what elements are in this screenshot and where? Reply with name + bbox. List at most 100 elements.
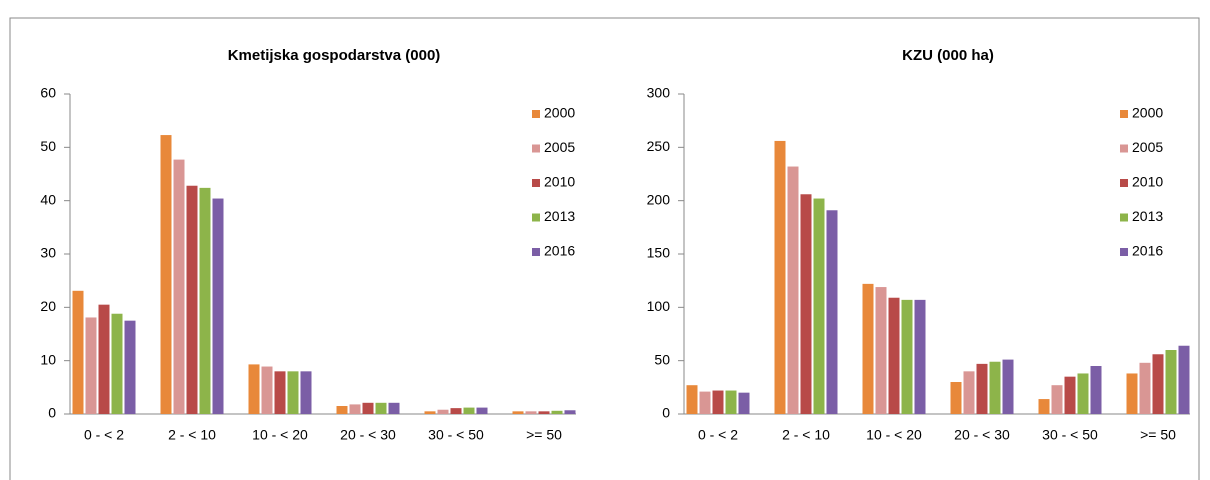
bar [774,140,786,414]
bar [72,290,84,414]
bar [336,406,348,414]
x-tick-label: 0 - < 2 [698,427,738,443]
bar [813,198,825,414]
x-tick-label: 30 - < 50 [428,427,484,443]
legend-label: 2010 [1132,174,1163,190]
bar [287,371,299,414]
bar [963,371,975,414]
y-tick-label: 0 [662,405,670,421]
bar [1178,345,1190,414]
bar [1051,385,1063,414]
bar [261,366,273,414]
bar [888,297,900,414]
bar [875,287,887,414]
y-tick-label: 100 [647,298,671,314]
bar [712,390,724,414]
legend-label: 2013 [1132,208,1163,224]
legend-label: 2000 [1132,105,1163,121]
legend-swatch [532,144,540,153]
chart-title: KZU (000 ha) [902,47,994,64]
bar [85,317,97,414]
x-tick-label: 20 - < 30 [954,427,1010,443]
bar [1002,359,1014,414]
bar [173,159,185,414]
bar [186,185,198,414]
legend-swatch [532,213,540,222]
bar [375,402,387,414]
bar [914,299,926,414]
bar [699,391,711,414]
bar [901,299,913,414]
bar [199,187,211,414]
bar [512,411,524,414]
y-tick-label: 30 [40,245,56,261]
legend-swatch [1120,248,1128,256]
y-tick-label: 20 [40,298,56,314]
legend-swatch [1120,213,1128,222]
bar [800,194,812,414]
x-tick-label: 20 - < 30 [340,427,396,443]
bar [1038,399,1050,414]
bar [388,402,400,414]
bar [1139,362,1151,414]
legend-swatch [532,110,540,118]
bar [686,385,698,414]
y-tick-label: 250 [647,138,671,154]
y-tick-label: 0 [48,405,56,421]
legend-label: 2016 [1132,243,1163,259]
bar [437,409,449,414]
y-tick-label: 60 [40,85,56,101]
bar [787,166,799,414]
bar [248,364,260,414]
legend-label: 2013 [544,208,575,224]
bar [160,135,172,415]
x-tick-label: 2 - < 10 [168,427,216,443]
bar [212,198,224,414]
bar [564,410,576,414]
bar [98,304,110,414]
bar [538,411,550,414]
x-tick-label: 0 - < 2 [84,427,124,443]
legend-label: 2010 [544,174,575,190]
bar [274,371,286,414]
bar [300,371,312,414]
bar [424,411,436,414]
y-tick-label: 150 [647,245,671,261]
y-tick-label: 200 [647,191,671,207]
y-tick-label: 10 [40,351,56,367]
bar [476,407,488,414]
legend-swatch [1120,144,1128,153]
y-tick-label: 300 [647,85,671,101]
bar [1064,376,1076,414]
legend-label: 2005 [1132,139,1163,155]
chart-title: Kmetijska gospodarstva (000) [228,47,441,64]
legend-label: 2016 [544,243,575,259]
legend-swatch [1120,179,1128,187]
bar [525,411,537,414]
x-tick-label: 30 - < 50 [1042,427,1098,443]
bar [1090,366,1102,414]
bar [450,408,462,414]
y-tick-label: 50 [654,351,670,367]
bar [976,363,988,414]
bar [950,382,962,414]
bar [1077,373,1089,414]
bar [362,402,374,414]
legend-label: 2000 [544,105,575,121]
bar [111,313,123,414]
legend-swatch [1120,110,1128,118]
x-tick-label: 10 - < 20 [866,427,922,443]
legend-label: 2005 [544,139,575,155]
x-tick-label: 10 - < 20 [252,427,308,443]
bar [1152,354,1164,414]
bar [989,361,1001,414]
x-tick-label: >= 50 [526,427,562,443]
bar [738,392,750,414]
legend-swatch [532,248,540,256]
bar [551,410,563,414]
y-tick-label: 40 [40,191,56,207]
x-tick-label: 2 - < 10 [782,427,830,443]
bar [463,407,475,414]
legend-swatch [532,179,540,187]
